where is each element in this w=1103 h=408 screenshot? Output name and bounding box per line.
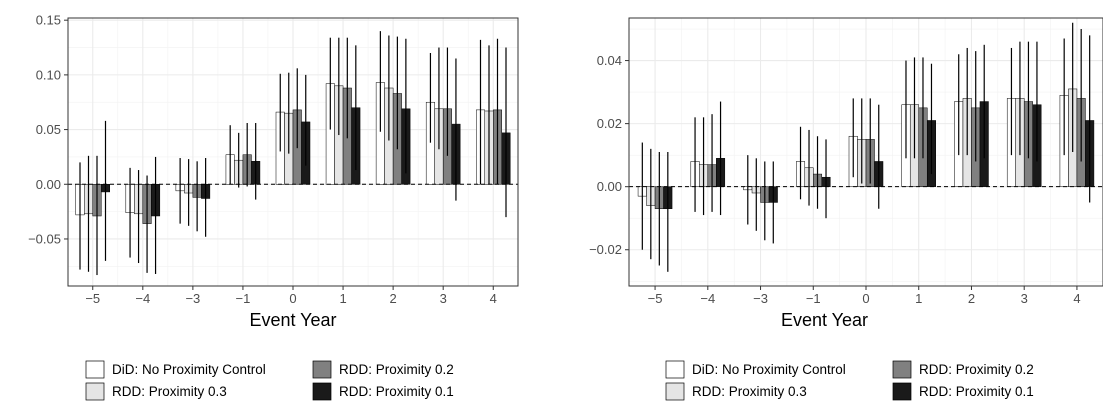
- legend-swatch: [665, 382, 685, 401]
- legend-label: RDD: Proximity 0.1: [339, 384, 454, 399]
- x-tick-label: −1: [806, 291, 821, 306]
- x-tick-label: −4: [135, 291, 150, 306]
- x-tick-label: 2: [390, 291, 397, 306]
- chart-panel-2: −0.02 0.00 0.02 0.04 −5 −4 −3 −1 0 1 2 3 4 Event Year…: [589, 17, 1103, 401]
- y-tick-label: 0.00: [597, 179, 622, 194]
- y-tick-label: 0.00: [36, 177, 61, 192]
- legend-label: RDD: Proximity 0.2: [339, 362, 454, 377]
- x-tick-label: 3: [440, 291, 447, 306]
- legend-swatch: [85, 382, 105, 401]
- x-tick-label: −5: [85, 291, 100, 306]
- y-tick-label: 0.15: [36, 13, 61, 28]
- legend-swatch: [665, 360, 685, 379]
- legend-label: DiD: No Proximity Control: [112, 362, 266, 377]
- legend-swatch: [892, 360, 912, 379]
- legend-label: DiD: No Proximity Control: [692, 362, 846, 377]
- legend-swatch: [85, 360, 105, 379]
- x-tick-label: −1: [236, 291, 251, 306]
- x-axis-title: Event Year: [781, 310, 868, 330]
- legend-swatch: [312, 382, 332, 401]
- legend-label: RDD: Proximity 0.1: [919, 384, 1034, 399]
- y-tick-label: −0.02: [589, 242, 622, 257]
- y-tick-label: 0.05: [36, 122, 61, 137]
- x-tick-label: −5: [648, 291, 663, 306]
- legend: DiD: No Proximity Control RDD: Proximity …: [665, 360, 1034, 401]
- legend-label: RDD: Proximity 0.3: [692, 384, 807, 399]
- x-tick-label: 0: [862, 291, 869, 306]
- legend-label: RDD: Proximity 0.3: [112, 384, 227, 399]
- x-tick-label: −4: [700, 291, 715, 306]
- x-tick-label: 4: [490, 291, 497, 306]
- x-tick-label: −3: [753, 291, 768, 306]
- legend: DiD: No Proximity Control RDD: Proximity …: [85, 360, 454, 401]
- legend-label: RDD: Proximity 0.2: [919, 362, 1034, 377]
- y-tick-label: −0.05: [28, 231, 61, 246]
- x-tick-label: 0: [289, 291, 296, 306]
- y-tick-label: 0.04: [597, 53, 622, 68]
- x-tick-label: 3: [1021, 291, 1028, 306]
- legend-swatch: [892, 382, 912, 401]
- x-tick-label: 1: [915, 291, 922, 306]
- y-tick-label: 0.10: [36, 67, 61, 82]
- chart-panel-1: −0.05 0.00 0.05 0.10 0.15 −5 −4 −3 −1 0 1 2 3 4 Event …: [28, 13, 519, 401]
- x-tick-label: 2: [968, 291, 975, 306]
- legend-swatch: [312, 360, 332, 379]
- x-tick-label: 1: [339, 291, 346, 306]
- x-tick-label: 4: [1073, 291, 1080, 306]
- x-axis-title: Event Year: [249, 310, 336, 330]
- y-tick-label: 0.02: [597, 116, 622, 131]
- x-tick-label: −3: [185, 291, 200, 306]
